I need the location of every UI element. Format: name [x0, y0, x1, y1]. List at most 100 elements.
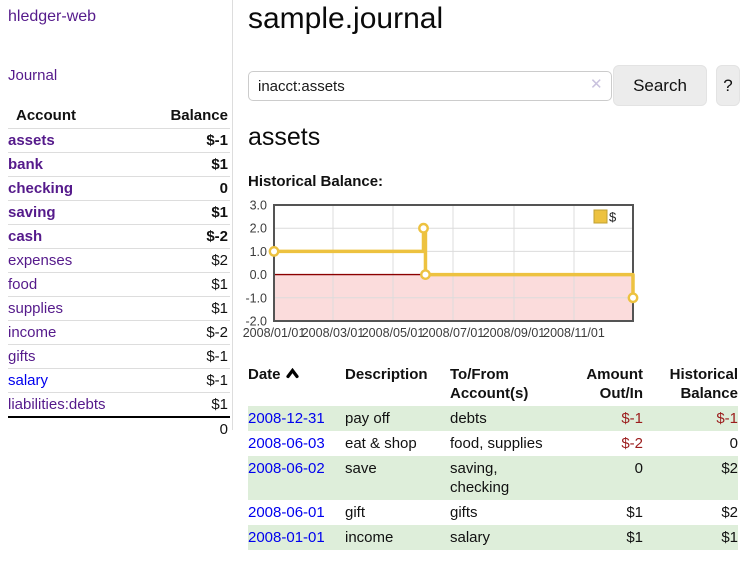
- register-row: 2008-12-31 pay off debts $-1 $-1: [248, 406, 738, 431]
- account-link[interactable]: saving: [8, 204, 56, 221]
- register-row: 2008-06-01 gift gifts $1 $2: [248, 500, 738, 525]
- register-balance: $-1: [716, 410, 738, 427]
- account-link[interactable]: liabilities:debts: [8, 396, 106, 413]
- register-accounts: gifts: [450, 504, 478, 521]
- account-title: assets: [248, 123, 321, 151]
- x-tick-label: 2008/07/01: [422, 326, 485, 340]
- account-row: supplies $1: [8, 296, 230, 321]
- register-header-date[interactable]: Date: [248, 361, 345, 406]
- account-name-cell: assets: [8, 129, 139, 153]
- account-row: checking 0: [8, 176, 230, 201]
- register-balance: $2: [721, 504, 738, 521]
- account-name-cell: salary: [8, 369, 139, 393]
- data-point-marker[interactable]: [627, 292, 639, 304]
- account-row: bank $1: [8, 152, 230, 177]
- account-name-cell: checking: [8, 177, 139, 201]
- register: Date Description To/From Account(s) Amou…: [248, 361, 738, 550]
- search-button[interactable]: Search: [613, 65, 707, 106]
- account-link[interactable]: checking: [8, 180, 74, 197]
- transaction-date-link[interactable]: 2008-06-02: [248, 460, 325, 477]
- accounts-total-spacer: [8, 417, 139, 441]
- account-link[interactable]: assets: [8, 132, 55, 149]
- register-header-amount-line1: Amount: [586, 366, 643, 383]
- account-balance: $1: [211, 396, 228, 413]
- account-link[interactable]: salary: [8, 372, 49, 389]
- register-description: save: [345, 460, 377, 477]
- x-tick-label: 2008/05/01: [362, 326, 425, 340]
- register-balance: 0: [729, 435, 738, 452]
- transaction-date-link[interactable]: 2008-12-31: [248, 410, 325, 427]
- accounts-header-row: Account Balance: [8, 104, 230, 129]
- sidebar-item-journal[interactable]: Journal: [8, 67, 58, 84]
- account-balance: $-2: [206, 228, 228, 245]
- account-balance: $1: [211, 204, 228, 221]
- sidebar: hledger-web Journal Account Balance asse…: [8, 8, 230, 441]
- accounts-total-balance: 0: [219, 421, 228, 438]
- account-name-cell: income: [8, 321, 139, 345]
- account-balance: $-1: [206, 372, 228, 389]
- account-link[interactable]: bank: [8, 156, 44, 173]
- chart-title: Historical Balance:: [248, 173, 384, 190]
- account-balance: 0: [219, 180, 228, 197]
- account-balance: $-2: [206, 324, 228, 341]
- data-point-marker[interactable]: [420, 269, 431, 281]
- account-name-cell: saving: [8, 201, 139, 225]
- account-row: cash $-2: [8, 224, 230, 249]
- register-date-cell: 2008-06-03: [248, 431, 345, 456]
- account-name-cell: gifts: [8, 345, 139, 369]
- historical-balance-chart[interactable]: 3.0 2.0 1.0 0.0 -1.0 -2.0 2008/01/01 2008/03/01…: [240, 199, 742, 346]
- account-row: income $-2: [8, 320, 230, 345]
- x-tick-label: 2008/01/01: [243, 326, 306, 340]
- help-button[interactable]: ?: [716, 65, 740, 106]
- page-title: sample.journal: [248, 2, 444, 35]
- account-row: salary $-1: [8, 368, 230, 393]
- y-tick-label: -1.0: [245, 291, 267, 305]
- account-name-cell: cash: [8, 225, 139, 249]
- account-balance: $1: [211, 156, 228, 173]
- register-accounts: saving, checking: [450, 460, 510, 496]
- account-link[interactable]: gifts: [8, 348, 36, 365]
- register-amount: $1: [626, 529, 643, 546]
- transaction-date-link[interactable]: 2008-06-03: [248, 435, 325, 452]
- register-header-accounts-line1: To/From: [450, 366, 509, 383]
- register-header-balance-line2: Balance: [680, 385, 738, 402]
- accounts-header-balance: Balance: [170, 107, 228, 124]
- register-header-description-label: Description: [345, 366, 428, 383]
- transaction-date-link[interactable]: 2008-06-01: [248, 504, 325, 521]
- register-description: income: [345, 529, 394, 546]
- account-link[interactable]: cash: [8, 228, 43, 245]
- accounts-total-row: 0: [8, 417, 230, 441]
- register-accounts: salary: [450, 529, 491, 546]
- register-row: 2008-06-03 eat & shop food, supplies $-2 0: [248, 431, 738, 456]
- clear-search-icon[interactable]: ✕: [590, 76, 603, 93]
- account-link[interactable]: income: [8, 324, 57, 341]
- app-brand-link[interactable]: hledger-web: [8, 8, 97, 25]
- transaction-date-link[interactable]: 2008-01-01: [248, 529, 325, 546]
- register-header-description: Description: [345, 361, 450, 406]
- account-link[interactable]: food: [8, 276, 38, 293]
- y-tick-label: 0.0: [250, 268, 267, 282]
- register-amount: $-2: [621, 435, 643, 452]
- register-date-cell: 2008-01-01: [248, 525, 345, 550]
- data-point-marker[interactable]: [418, 222, 429, 234]
- register-date-cell: 2008-06-01: [248, 500, 345, 525]
- register-header-balance: Historical Balance: [643, 361, 738, 406]
- y-tick-label: 2.0: [250, 222, 267, 236]
- sidebar-divider: [232, 0, 233, 430]
- register-header-amount-line2: Out/In: [599, 385, 643, 402]
- data-point-marker[interactable]: [268, 246, 280, 257]
- account-name-cell: liabilities:debts: [8, 393, 139, 418]
- register-header-balance-line1: Historical: [669, 366, 738, 383]
- account-link[interactable]: expenses: [8, 252, 73, 269]
- sort-ascending-icon: [285, 368, 299, 379]
- accounts-table: Account Balance assets $-1 bank $1 checking 0…: [8, 104, 230, 441]
- chart-border: [273, 204, 634, 322]
- search-input[interactable]: [248, 71, 612, 101]
- register-header-amount: Amount Out/In: [565, 361, 643, 406]
- accounts-header-account: Account: [16, 107, 76, 124]
- chart-canvas[interactable]: 3.0 2.0 1.0 0.0 -1.0 -2.02008/01/012008/03/01…: [240, 199, 742, 346]
- account-link[interactable]: supplies: [8, 300, 64, 317]
- register-accounts: food, supplies: [450, 435, 543, 452]
- account-row: assets $-1: [8, 128, 230, 153]
- y-tick-label: -2.0: [245, 315, 267, 329]
